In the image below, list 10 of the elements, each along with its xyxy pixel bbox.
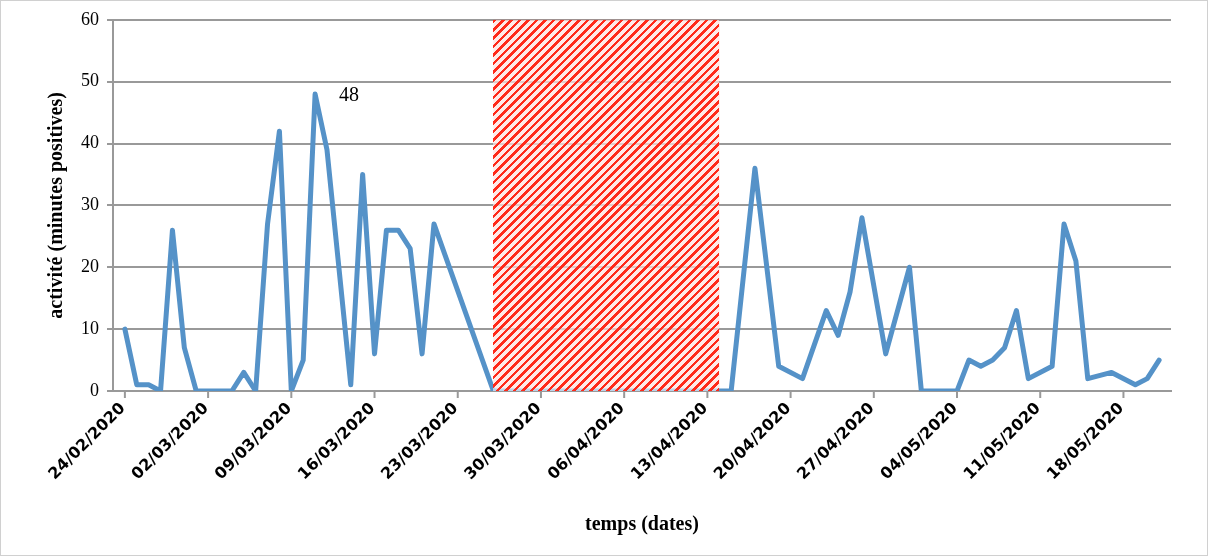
y-tick-label: 40: [81, 132, 99, 153]
y-tick-label: 10: [81, 317, 99, 338]
y-tick-label: 30: [81, 194, 99, 215]
y-tick-label: 20: [81, 256, 99, 276]
annotation: 48: [339, 83, 360, 106]
y-tick-label: 50: [81, 70, 99, 91]
x-axis-title: temps (dates): [585, 512, 699, 536]
y-tick-label: 0: [90, 379, 99, 400]
y-axis-title: activité (minutes positives): [44, 92, 68, 319]
y-tick-label: 60: [81, 8, 99, 29]
